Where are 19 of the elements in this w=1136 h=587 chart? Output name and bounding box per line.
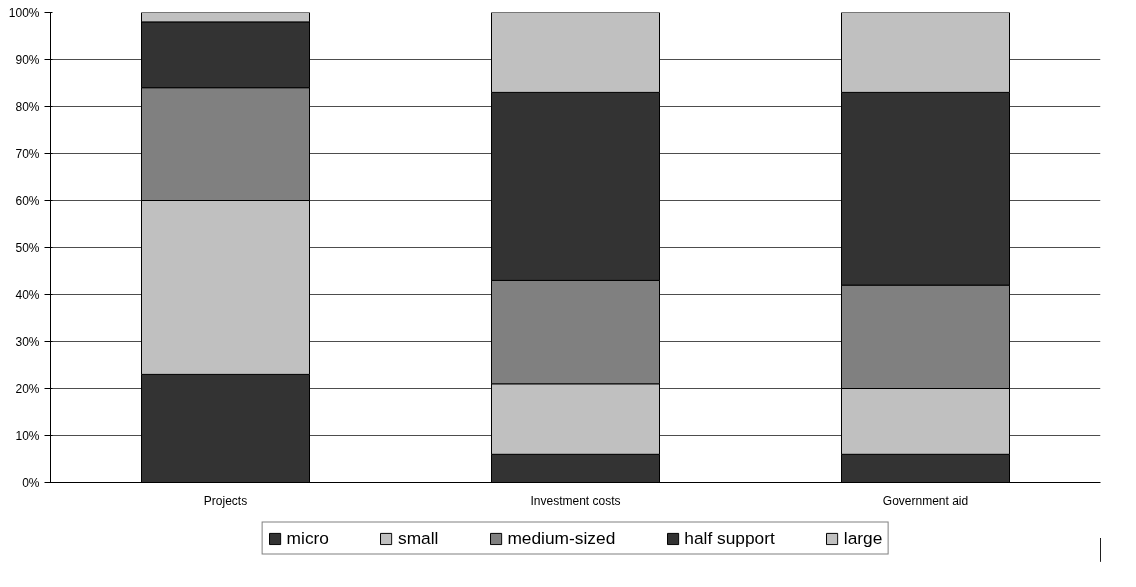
y-tick-label: 0%: [22, 475, 40, 490]
legend-label: half support: [684, 527, 775, 549]
y-tick-label: 100%: [8, 5, 40, 20]
y-tick-label: 10%: [15, 428, 40, 443]
x-tick-label: Government aid: [882, 493, 969, 508]
y-tick-label: 50%: [15, 240, 40, 255]
legend-label: medium-sized: [507, 527, 616, 549]
legend-label: large: [843, 527, 883, 549]
y-tick-label: 20%: [15, 381, 40, 396]
x-tick-label: Investment costs: [530, 493, 621, 508]
y-tick-label: 60%: [15, 193, 40, 208]
y-tick-label: 70%: [15, 146, 40, 161]
y-tick-label: 40%: [15, 287, 40, 302]
legend-label: micro: [286, 527, 329, 549]
x-tick-label: Projects: [203, 493, 248, 508]
legend-label: small: [397, 527, 439, 549]
y-tick-label: 30%: [15, 334, 40, 349]
y-tick-label: 80%: [15, 99, 40, 114]
y-tick-label: 90%: [15, 52, 40, 67]
